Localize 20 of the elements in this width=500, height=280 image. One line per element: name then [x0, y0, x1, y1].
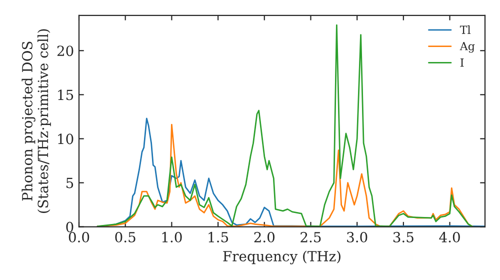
x-tick-label: 1.5 — [208, 232, 228, 242]
x-tick-label: 1.0 — [162, 232, 182, 242]
legend-label: Tl — [460, 25, 470, 34]
x-tick-label: 2.5 — [300, 232, 321, 242]
y-tick-label: 5 — [66, 178, 74, 188]
y-tick-label: 0 — [66, 222, 74, 232]
y-axis-title: Phonon projected DOS (States/THz·primitive cell) — [22, 29, 51, 213]
x-tick-label: 0.5 — [115, 232, 136, 242]
x-axis-title: Frequency (THz) — [223, 250, 340, 264]
x-tick-label: 3.5 — [393, 232, 414, 242]
y-tick-label: 10 — [58, 134, 74, 144]
y-tick-label: 20 — [57, 46, 74, 56]
legend-label: Ag — [460, 42, 475, 53]
y-tick-label: 15 — [58, 90, 74, 100]
legend-label: I — [460, 58, 464, 67]
x-tick-label: 0.0 — [68, 232, 90, 242]
x-tick-label: 2.0 — [254, 232, 275, 242]
line-series — [96, 24, 474, 227]
x-tick-label: 4.0 — [439, 232, 460, 242]
x-tick-label: 3.0 — [347, 232, 368, 242]
